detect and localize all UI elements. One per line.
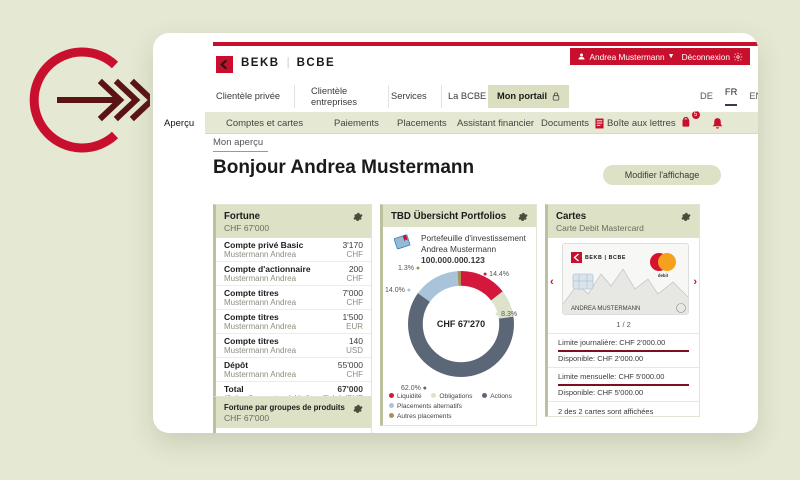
svg-text:BEKB | BCBE: BEKB | BCBE: [585, 255, 626, 261]
svg-text:ANDREA MUSTERMANN: ANDREA MUSTERMANN: [571, 306, 640, 312]
svg-text:CHF 67'270: CHF 67'270: [437, 319, 485, 329]
svg-text:debit: debit: [658, 273, 669, 278]
